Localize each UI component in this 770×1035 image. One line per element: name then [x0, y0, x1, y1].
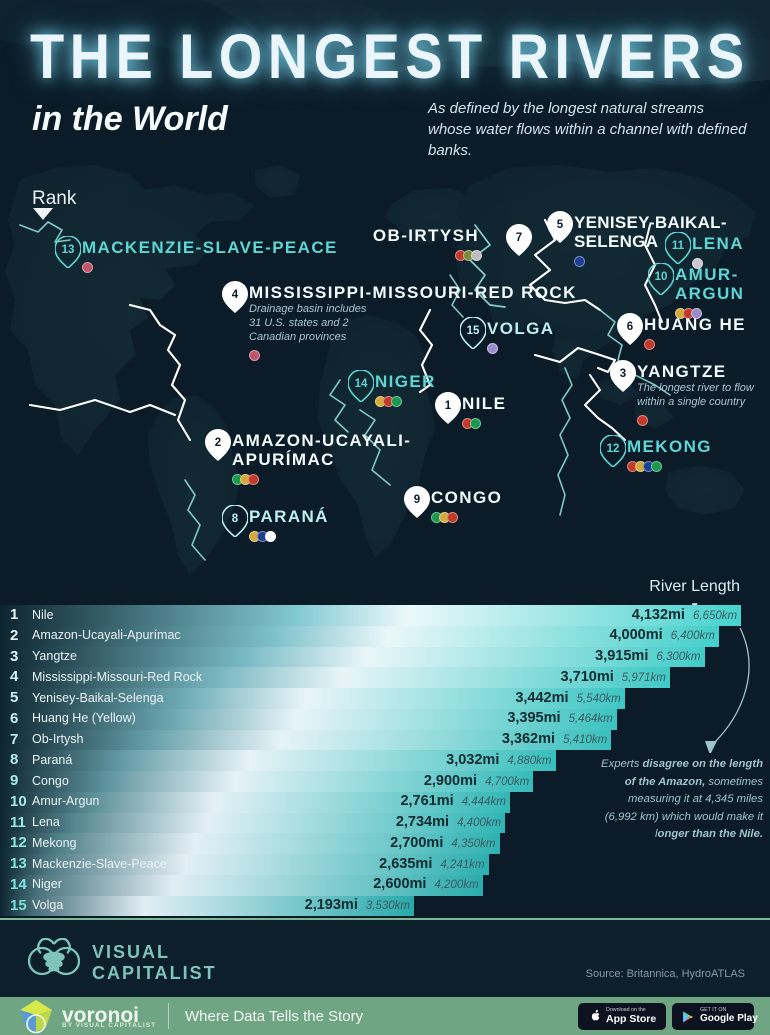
svg-text:8: 8	[232, 513, 239, 525]
svg-text:7: 7	[516, 232, 522, 244]
svg-text:15: 15	[467, 325, 480, 337]
svg-text:2: 2	[215, 437, 221, 449]
svg-text:13: 13	[62, 244, 75, 256]
svg-text:4: 4	[232, 289, 239, 301]
svg-text:5: 5	[557, 219, 564, 231]
svg-text:10: 10	[655, 271, 668, 283]
svg-text:1: 1	[445, 400, 452, 412]
svg-text:9: 9	[414, 494, 420, 506]
svg-text:11: 11	[672, 240, 685, 252]
svg-text:3: 3	[620, 368, 626, 380]
svg-text:14: 14	[355, 378, 368, 390]
svg-text:6: 6	[627, 321, 633, 333]
svg-text:12: 12	[607, 443, 620, 455]
